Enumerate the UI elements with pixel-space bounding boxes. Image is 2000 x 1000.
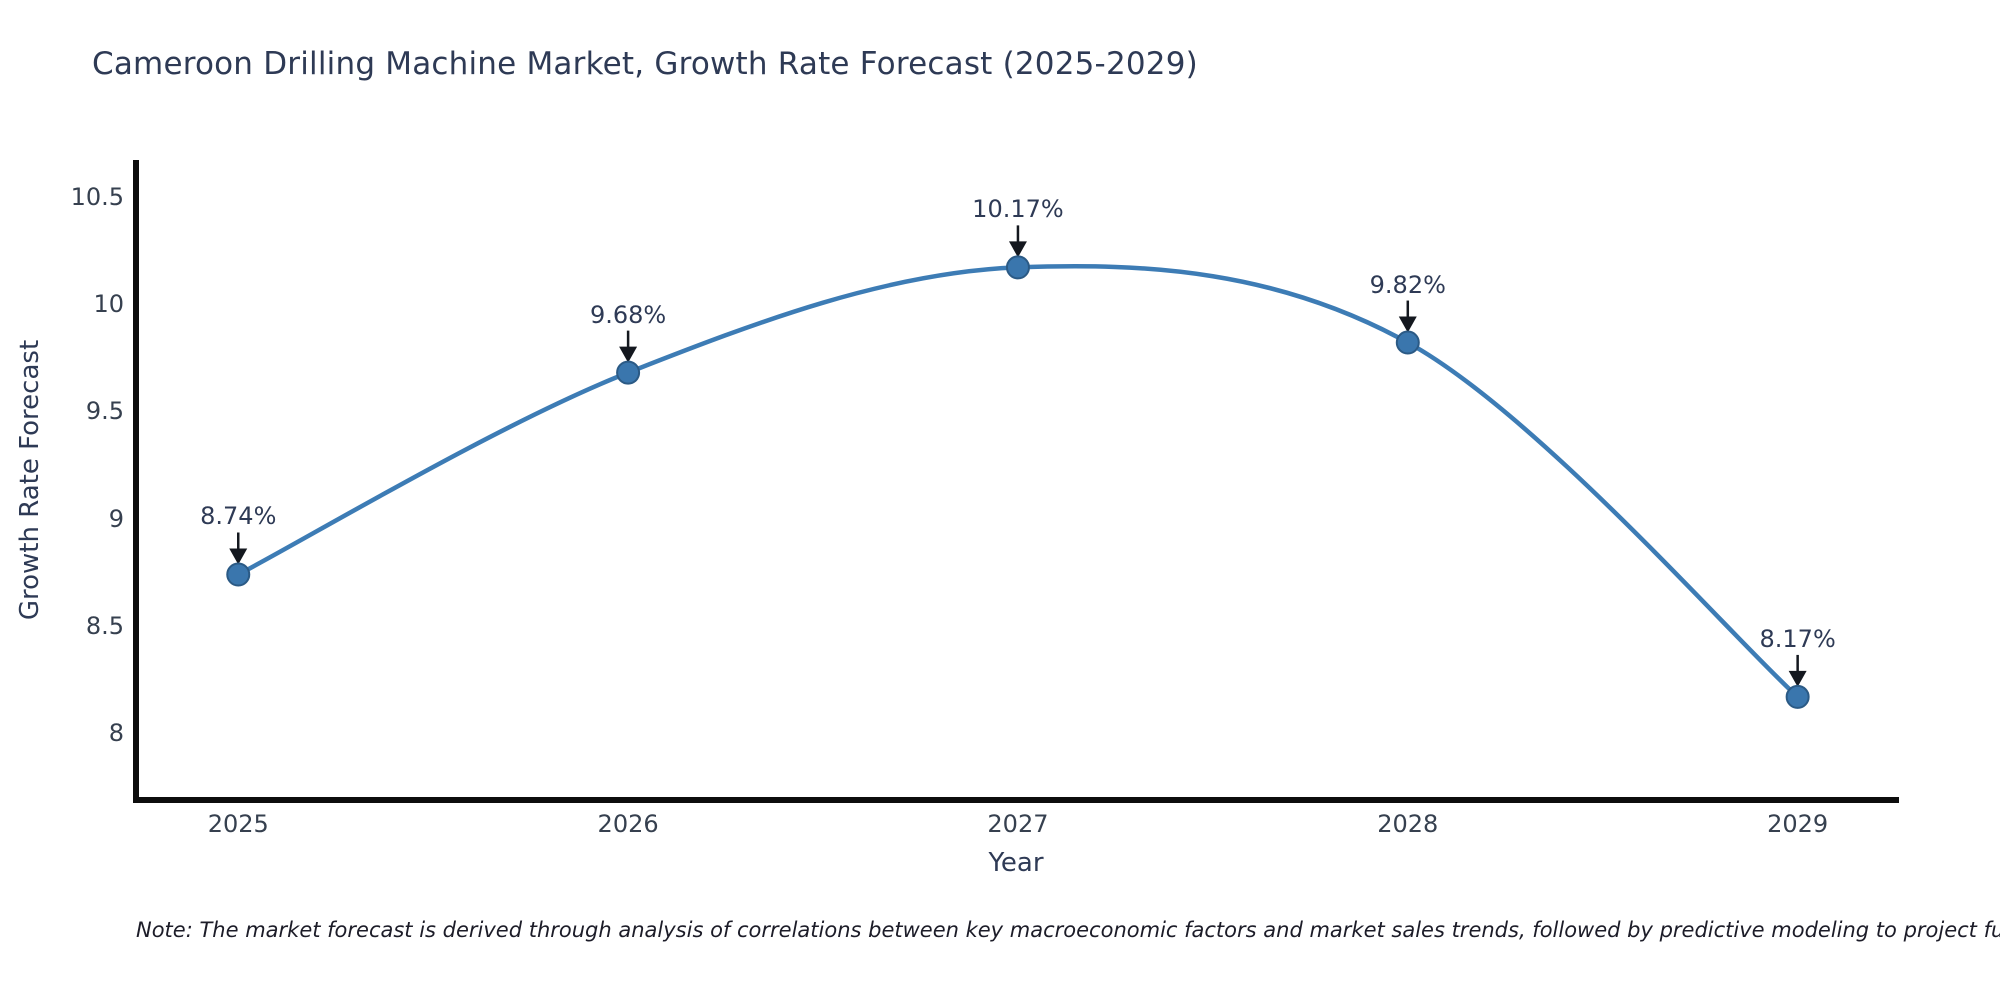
forecast-line — [236, 263, 1800, 700]
x-axis-line — [133, 797, 1899, 803]
annotation-arrow-head — [1008, 241, 1027, 258]
y-tick-label: 10 — [93, 289, 124, 318]
y-tick-label: 10.5 — [70, 182, 124, 211]
y-axis-line — [133, 160, 139, 803]
y-tick-label: 9.5 — [85, 397, 124, 426]
x-tick-label: 2028 — [1377, 810, 1439, 838]
x-tick-label: 2027 — [987, 810, 1049, 838]
x-tick-label: 2026 — [597, 810, 659, 838]
footnote: Note: The market forecast is derived thr… — [136, 918, 2000, 942]
annotation-arrow-head — [1788, 670, 1807, 687]
y-tick-label: 8 — [108, 719, 124, 748]
chart-title: Cameroon Drilling Machine Market, Growth… — [92, 46, 1198, 82]
y-tick-label: 9 — [108, 504, 124, 533]
annotation-arrow-head — [229, 548, 248, 565]
point-value-annotation: 8.17% — [1759, 624, 1836, 653]
annotation-arrow-head — [619, 346, 638, 363]
x-tick-label: 2025 — [207, 810, 269, 838]
x-tick-label: 2029 — [1767, 810, 1829, 838]
data-point-marker — [616, 360, 641, 385]
data-point-marker — [1785, 684, 1810, 709]
point-value-annotation: 9.82% — [1369, 270, 1446, 299]
data-point-marker — [1005, 255, 1030, 280]
point-value-annotation: 9.68% — [589, 300, 667, 329]
y-tick-label: 8.5 — [85, 612, 124, 641]
point-value-annotation: 10.17% — [972, 195, 1064, 224]
data-point-marker — [226, 562, 251, 587]
data-point-marker — [1395, 330, 1420, 355]
annotation-arrow-head — [1398, 316, 1417, 333]
x-axis-title: Year — [988, 848, 1044, 878]
point-value-annotation: 8.74% — [200, 502, 277, 531]
